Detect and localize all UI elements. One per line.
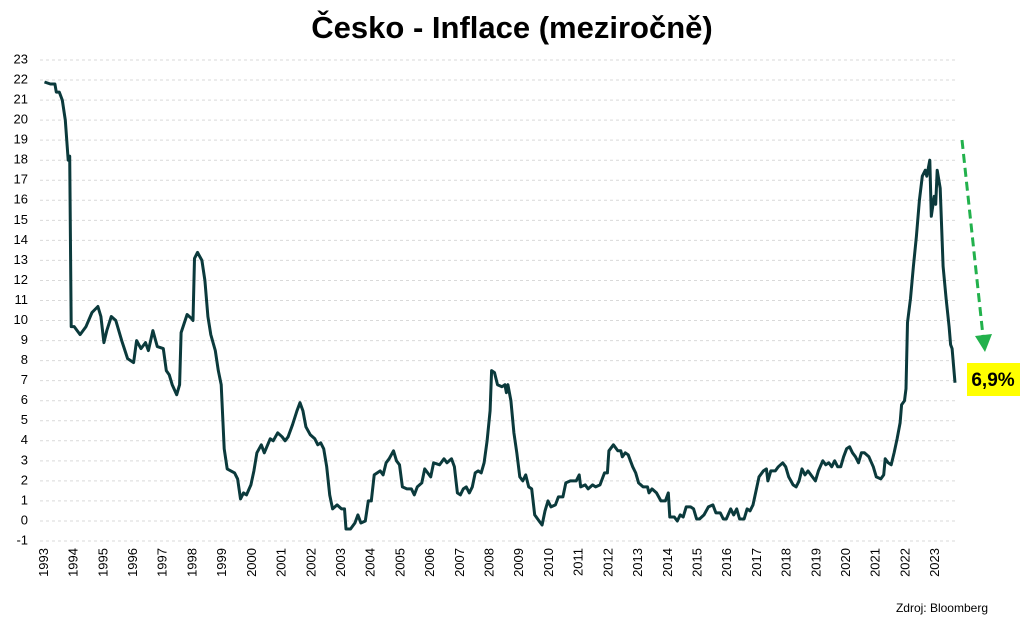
y-tick-label: 5 <box>21 412 28 427</box>
x-tick-label: 2003 <box>333 548 348 577</box>
y-tick-label: 17 <box>14 172 28 187</box>
x-tick-label: 2001 <box>274 548 289 577</box>
y-tick-label: 9 <box>21 332 28 347</box>
x-tick-label: 2000 <box>244 548 259 577</box>
y-tick-label: 22 <box>14 71 28 86</box>
x-tick-label: 2010 <box>541 548 556 577</box>
y-tick-label: 8 <box>21 352 28 367</box>
x-tick-label: 2022 <box>897 548 912 577</box>
y-tick-label: -1 <box>16 532 28 547</box>
y-tick-label: 10 <box>14 312 28 327</box>
y-tick-label: 14 <box>14 232 28 247</box>
x-tick-label: 2016 <box>719 548 734 577</box>
y-tick-label: 11 <box>15 292 29 307</box>
x-tick-label: 2017 <box>749 548 764 577</box>
x-tick-label: 2005 <box>392 548 407 577</box>
x-tick-label: 2009 <box>511 548 526 577</box>
y-tick-label: 6 <box>21 392 28 407</box>
y-tick-label: 3 <box>21 452 28 467</box>
y-tick-label: 21 <box>14 92 28 107</box>
y-tick-label: 20 <box>14 112 28 127</box>
x-tick-label: 2023 <box>927 548 942 577</box>
y-tick-label: 1 <box>21 492 28 507</box>
y-tick-label: 19 <box>14 132 28 147</box>
x-tick-label: 2007 <box>452 548 467 577</box>
x-tick-label: 1993 <box>36 548 51 577</box>
x-tick-label: 1996 <box>125 548 140 577</box>
x-tick-label: 2011 <box>571 548 586 576</box>
x-tick-label: 1994 <box>66 548 81 577</box>
y-tick-label: 7 <box>21 372 28 387</box>
source: Zdroj: Bloomberg <box>896 601 988 615</box>
y-tick-label: 4 <box>21 432 28 447</box>
x-tick-label: 2004 <box>363 548 378 577</box>
x-tick-label: 2019 <box>808 548 823 577</box>
x-tick-label: 2006 <box>422 548 437 577</box>
y-tick-label: 23 <box>14 51 28 66</box>
x-tick-label: 2015 <box>689 548 704 577</box>
x-tick-label: 1999 <box>214 548 229 577</box>
x-tick-label: 2012 <box>600 548 615 577</box>
arrow <box>960 139 985 337</box>
x-tick-label: 2002 <box>303 548 318 577</box>
y-tick-label: 12 <box>14 272 28 287</box>
x-tick-label: 2008 <box>482 548 497 577</box>
x-tick-label: 2018 <box>779 548 794 577</box>
arrow-head <box>975 334 992 352</box>
y-tick-label: 15 <box>14 212 28 227</box>
data-line <box>44 80 957 531</box>
x-tick-label: 2014 <box>660 548 675 577</box>
y-tick-label: 2 <box>21 472 28 487</box>
y-tick-label: 18 <box>14 152 28 167</box>
x-tick-label: 1995 <box>95 548 110 577</box>
y-tick-label: 13 <box>14 252 28 267</box>
x-tick-label: 2020 <box>838 548 853 577</box>
y-tick-label: 16 <box>14 192 28 207</box>
x-tick-label: 2013 <box>630 548 645 577</box>
y-tick-label: 0 <box>21 512 28 527</box>
annotation: 6,9% <box>971 370 1014 391</box>
chart-title: Česko - Inflace (meziročně) <box>311 9 712 45</box>
x-tick-label: 1997 <box>155 548 170 577</box>
x-tick-label: 2021 <box>868 548 883 577</box>
annotation-box <box>967 363 1020 396</box>
x-tick-label: 1998 <box>184 548 199 577</box>
